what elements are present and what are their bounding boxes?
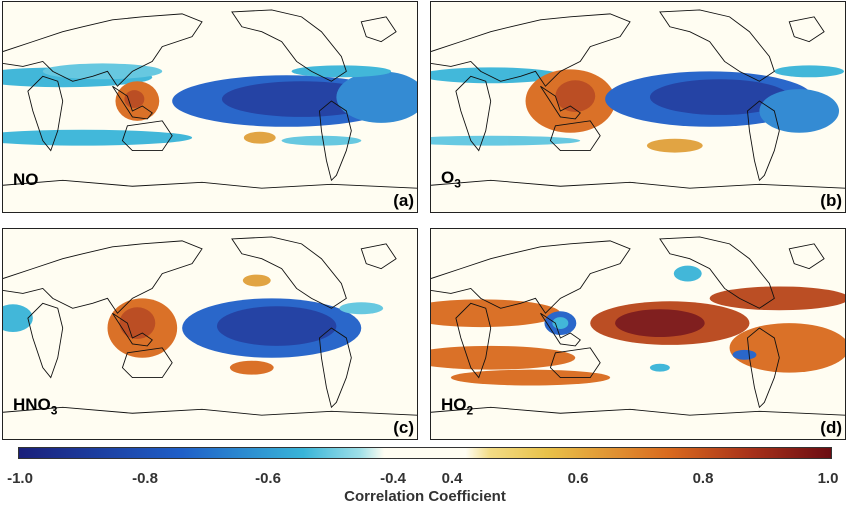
correlation-field: [3, 274, 384, 375]
panel-label-d: (d): [820, 418, 842, 437]
colorbar-tick: -0.8: [132, 470, 158, 487]
colorbar-tick: 0.6: [567, 470, 589, 487]
correlation-field: [431, 265, 845, 386]
colorbar-tick: 0.8: [692, 470, 714, 487]
species-label-ho2: HO2: [441, 394, 474, 417]
panel-label-b: (b): [820, 191, 842, 210]
coastlines: [3, 236, 417, 416]
colorbar-tick: 1.0: [817, 470, 839, 487]
map-panel-no: NO (a): [2, 1, 418, 213]
colorbar-tick: -0.4: [380, 470, 406, 487]
species-label-o3: O3: [441, 167, 461, 190]
map-panel-o3: O3 (b): [430, 1, 846, 213]
map-panel-hno3: HNO3 (c): [2, 228, 418, 440]
colorbar-tick: -0.6: [255, 470, 281, 487]
coastlines: [3, 9, 417, 189]
correlation-map-o3: [431, 2, 845, 212]
colorbar-title: Correlation Coefficient: [344, 488, 506, 505]
correlation-map-ho2: [431, 229, 845, 439]
coastlines: [431, 9, 845, 189]
colorbar: [18, 447, 832, 459]
correlation-map-no: [3, 2, 417, 212]
map-panel-ho2: HO2 (d): [430, 228, 846, 440]
panel-label-c: (c): [393, 418, 414, 437]
panel-label-a: (a): [393, 191, 414, 210]
colorbar-tick: -1.0: [7, 470, 33, 487]
species-label-hno3: HNO3: [13, 394, 58, 417]
coastlines: [431, 236, 845, 416]
colorbar-tick: 0.4: [441, 470, 463, 487]
correlation-map-hno3: [3, 229, 417, 439]
correlation-field: [431, 65, 845, 153]
species-label-no: NO: [13, 170, 39, 189]
